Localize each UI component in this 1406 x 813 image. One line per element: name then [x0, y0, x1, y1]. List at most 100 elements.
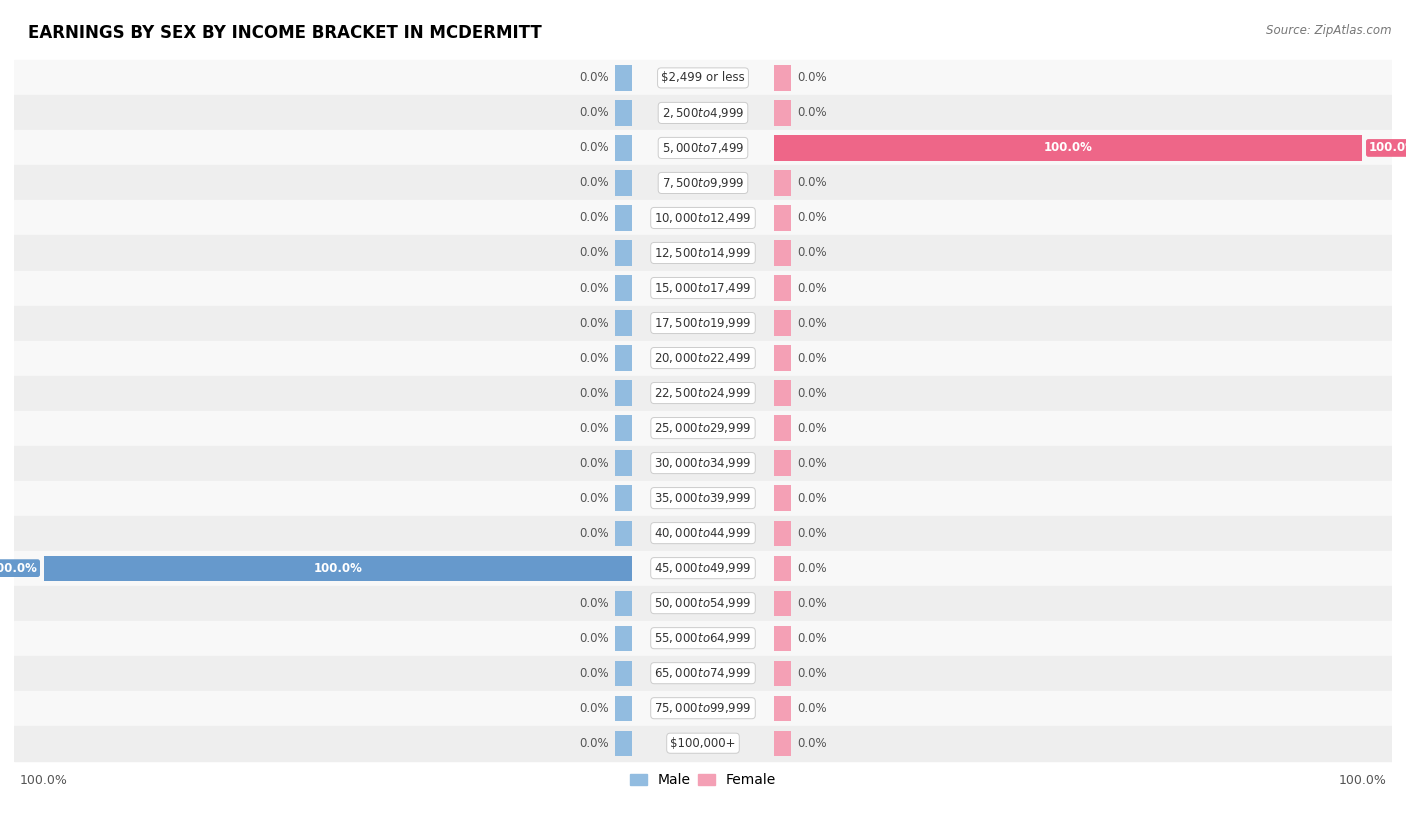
- Bar: [14, 130, 1392, 166]
- Bar: [14, 550, 1392, 585]
- Bar: [773, 346, 792, 371]
- Bar: [14, 446, 1392, 480]
- Bar: [14, 726, 1392, 761]
- Bar: [773, 450, 792, 476]
- Text: 0.0%: 0.0%: [579, 246, 609, 259]
- Text: 100.0%: 100.0%: [0, 562, 38, 575]
- Bar: [614, 625, 633, 650]
- Text: 0.0%: 0.0%: [579, 386, 609, 399]
- Bar: [773, 520, 792, 546]
- Text: 100.0%: 100.0%: [1043, 141, 1092, 154]
- Text: $12,500 to $14,999: $12,500 to $14,999: [654, 246, 752, 260]
- Text: 0.0%: 0.0%: [797, 211, 827, 224]
- Bar: [14, 201, 1392, 236]
- Bar: [773, 555, 792, 580]
- Text: 0.0%: 0.0%: [579, 211, 609, 224]
- Text: 0.0%: 0.0%: [579, 632, 609, 645]
- Text: $2,499 or less: $2,499 or less: [661, 72, 745, 85]
- Bar: [14, 585, 1392, 620]
- Bar: [773, 241, 792, 266]
- Bar: [614, 731, 633, 756]
- Text: 0.0%: 0.0%: [579, 316, 609, 329]
- Text: 0.0%: 0.0%: [797, 316, 827, 329]
- Bar: [614, 100, 633, 125]
- Text: $17,500 to $19,999: $17,500 to $19,999: [654, 316, 752, 330]
- Bar: [773, 661, 792, 686]
- Text: 0.0%: 0.0%: [797, 457, 827, 470]
- Text: 0.0%: 0.0%: [579, 351, 609, 364]
- Text: 0.0%: 0.0%: [579, 141, 609, 154]
- Bar: [14, 655, 1392, 691]
- Text: 0.0%: 0.0%: [579, 667, 609, 680]
- Bar: [773, 415, 792, 441]
- Text: $7,500 to $9,999: $7,500 to $9,999: [662, 176, 744, 190]
- Text: $5,000 to $7,499: $5,000 to $7,499: [662, 141, 744, 155]
- Bar: [14, 271, 1392, 306]
- Bar: [614, 311, 633, 336]
- Bar: [773, 311, 792, 336]
- Text: 0.0%: 0.0%: [797, 667, 827, 680]
- Bar: [614, 380, 633, 406]
- Bar: [14, 236, 1392, 271]
- Legend: Male, Female: Male, Female: [624, 767, 782, 793]
- Bar: [773, 625, 792, 650]
- Text: 0.0%: 0.0%: [797, 632, 827, 645]
- Text: 100.0%: 100.0%: [314, 562, 363, 575]
- Text: 0.0%: 0.0%: [797, 597, 827, 610]
- Text: $35,000 to $39,999: $35,000 to $39,999: [654, 491, 752, 505]
- Bar: [14, 306, 1392, 341]
- Text: 0.0%: 0.0%: [797, 492, 827, 505]
- Text: 0.0%: 0.0%: [797, 107, 827, 120]
- Bar: [14, 60, 1392, 95]
- Text: $50,000 to $54,999: $50,000 to $54,999: [654, 596, 752, 610]
- Text: 0.0%: 0.0%: [579, 597, 609, 610]
- Bar: [14, 620, 1392, 655]
- Text: 0.0%: 0.0%: [579, 281, 609, 294]
- Text: $25,000 to $29,999: $25,000 to $29,999: [654, 421, 752, 435]
- Text: $45,000 to $49,999: $45,000 to $49,999: [654, 561, 752, 575]
- Text: 0.0%: 0.0%: [579, 107, 609, 120]
- Bar: [14, 376, 1392, 411]
- Bar: [14, 515, 1392, 550]
- Text: 0.0%: 0.0%: [797, 246, 827, 259]
- Bar: [773, 206, 792, 231]
- Bar: [614, 661, 633, 686]
- Bar: [14, 691, 1392, 726]
- Bar: [14, 166, 1392, 201]
- Text: $22,500 to $24,999: $22,500 to $24,999: [654, 386, 752, 400]
- Bar: [614, 450, 633, 476]
- Bar: [614, 415, 633, 441]
- Bar: [773, 276, 792, 301]
- Bar: [773, 171, 792, 196]
- Text: 0.0%: 0.0%: [797, 562, 827, 575]
- Text: $15,000 to $17,499: $15,000 to $17,499: [654, 281, 752, 295]
- Text: $100,000+: $100,000+: [671, 737, 735, 750]
- Text: $55,000 to $64,999: $55,000 to $64,999: [654, 631, 752, 646]
- Bar: [614, 276, 633, 301]
- Text: $75,000 to $99,999: $75,000 to $99,999: [654, 701, 752, 715]
- Text: 0.0%: 0.0%: [579, 422, 609, 435]
- Bar: [614, 520, 633, 546]
- Text: Source: ZipAtlas.com: Source: ZipAtlas.com: [1267, 24, 1392, 37]
- Text: 100.0%: 100.0%: [1368, 141, 1406, 154]
- Text: 0.0%: 0.0%: [797, 422, 827, 435]
- Bar: [773, 696, 792, 721]
- Text: 0.0%: 0.0%: [579, 737, 609, 750]
- Text: 0.0%: 0.0%: [797, 737, 827, 750]
- Bar: [773, 100, 792, 125]
- Bar: [614, 590, 633, 615]
- Bar: [614, 171, 633, 196]
- Text: 0.0%: 0.0%: [579, 702, 609, 715]
- Text: 0.0%: 0.0%: [797, 351, 827, 364]
- Text: 0.0%: 0.0%: [579, 492, 609, 505]
- Text: $65,000 to $74,999: $65,000 to $74,999: [654, 666, 752, 680]
- Bar: [44, 555, 633, 580]
- Bar: [14, 480, 1392, 515]
- Text: 0.0%: 0.0%: [797, 386, 827, 399]
- Text: 0.0%: 0.0%: [579, 72, 609, 85]
- Text: EARNINGS BY SEX BY INCOME BRACKET IN MCDERMITT: EARNINGS BY SEX BY INCOME BRACKET IN MCD…: [28, 24, 541, 42]
- Text: $2,500 to $4,999: $2,500 to $4,999: [662, 106, 744, 120]
- Text: $10,000 to $12,499: $10,000 to $12,499: [654, 211, 752, 225]
- Text: $20,000 to $22,499: $20,000 to $22,499: [654, 351, 752, 365]
- Bar: [614, 346, 633, 371]
